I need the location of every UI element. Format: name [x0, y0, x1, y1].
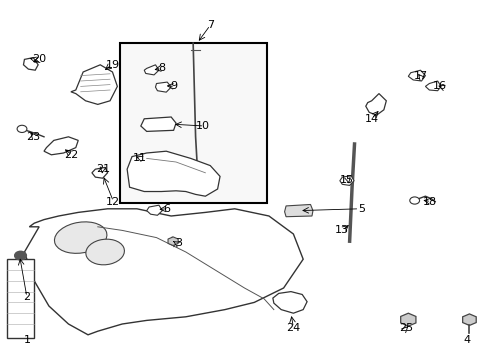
Polygon shape	[425, 81, 440, 91]
Text: 19: 19	[105, 60, 119, 70]
Text: 4: 4	[463, 335, 469, 345]
Text: 16: 16	[432, 81, 446, 91]
Circle shape	[409, 197, 419, 204]
Text: 11: 11	[132, 153, 146, 163]
Text: 9: 9	[170, 81, 177, 91]
Polygon shape	[23, 58, 38, 70]
Text: 24: 24	[285, 323, 300, 333]
Text: 15: 15	[340, 175, 353, 185]
Polygon shape	[141, 117, 176, 131]
Polygon shape	[127, 151, 220, 196]
Text: 8: 8	[158, 63, 164, 73]
Text: 17: 17	[413, 71, 427, 81]
Polygon shape	[155, 82, 171, 92]
Text: 10: 10	[196, 121, 209, 131]
Text: 2: 2	[23, 292, 30, 302]
Polygon shape	[365, 94, 386, 115]
Circle shape	[15, 251, 26, 260]
Text: 6: 6	[163, 204, 169, 214]
Text: 21: 21	[96, 164, 109, 174]
Text: 3: 3	[175, 238, 182, 248]
Text: 18: 18	[423, 197, 436, 207]
Text: 22: 22	[63, 150, 78, 160]
Text: 13: 13	[335, 225, 348, 235]
Text: 14: 14	[364, 114, 378, 124]
Ellipse shape	[54, 222, 107, 253]
Text: 12: 12	[105, 197, 119, 207]
Circle shape	[17, 125, 27, 132]
Polygon shape	[92, 167, 107, 178]
Polygon shape	[284, 204, 312, 217]
Text: 20: 20	[32, 54, 46, 64]
Polygon shape	[44, 137, 78, 155]
Bar	[120, 43, 266, 203]
Text: 25: 25	[398, 323, 412, 333]
Text: 7: 7	[206, 20, 213, 30]
Text: 1: 1	[23, 335, 30, 345]
Polygon shape	[407, 70, 425, 81]
Text: 5: 5	[358, 204, 365, 214]
Ellipse shape	[86, 239, 124, 265]
Polygon shape	[24, 209, 303, 335]
Polygon shape	[146, 205, 162, 215]
Polygon shape	[71, 65, 117, 104]
Polygon shape	[272, 292, 306, 313]
Bar	[7, 259, 34, 338]
Polygon shape	[339, 176, 353, 185]
Polygon shape	[144, 65, 159, 75]
Text: 23: 23	[26, 132, 40, 142]
